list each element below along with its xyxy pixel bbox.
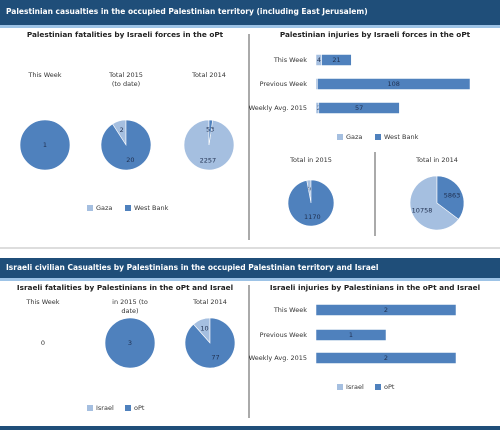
- legend-swatch: [87, 205, 93, 211]
- data-label: 4: [317, 56, 321, 64]
- data-label: 57: [355, 104, 363, 112]
- legend-swatch: [87, 405, 93, 411]
- pie-slice: [436, 175, 465, 220]
- panel-title: Israeli fatalities by Palestinians in th…: [17, 283, 233, 292]
- pie-title: Total 2015: [108, 71, 143, 79]
- banner-title: Palestinian casualties in the occupied P…: [6, 7, 368, 16]
- category-label: Weekly Avg. 2015: [249, 104, 307, 112]
- legend-label: oPt: [384, 383, 395, 391]
- legend-label: Israel: [346, 383, 364, 391]
- pie-title: date): [121, 307, 138, 315]
- legend-label: West Bank: [134, 204, 169, 212]
- bar-segment: [315, 352, 457, 364]
- legend-swatch: [125, 205, 131, 211]
- legend-label: West Bank: [384, 133, 419, 141]
- data-label: 2: [384, 354, 388, 362]
- data-label: 2: [384, 306, 388, 314]
- category-label: Previous Week: [260, 331, 308, 339]
- legend-label: oPt: [134, 404, 145, 412]
- bar-segment: [317, 78, 471, 90]
- legend-label: Gaza: [346, 133, 362, 141]
- panel-title: Palestinian injuries by Israeli forces i…: [280, 30, 471, 39]
- banner: [0, 258, 500, 278]
- pie-slice: [104, 317, 156, 369]
- data-label: 53: [206, 126, 214, 134]
- legend-swatch: [375, 134, 381, 140]
- legend-swatch: [337, 384, 343, 390]
- category-label: This Week: [273, 306, 307, 314]
- data-label: 1: [349, 331, 353, 339]
- pie-slice: [100, 119, 152, 171]
- bar-segment: [321, 54, 352, 66]
- data-label: 10758: [412, 206, 433, 214]
- banner-title: Israeli civilian Casualties by Palestini…: [6, 263, 378, 272]
- legend-label: Gaza: [96, 204, 112, 212]
- pie-title: (to date): [112, 80, 140, 88]
- bar-segment: [315, 329, 387, 341]
- legend-swatch: [337, 134, 343, 140]
- data-label: 36: [306, 185, 314, 193]
- footer-bar: [0, 426, 500, 430]
- data-label: 5863: [444, 192, 461, 200]
- legend-label: Israel: [96, 404, 114, 412]
- pie-slice: [208, 119, 213, 146]
- pie-title: Total in 2015: [289, 156, 332, 164]
- panel-title: Israeli injuries by Palestinians in the …: [270, 283, 480, 292]
- pie-slice: [19, 119, 71, 171]
- pie-slice: [287, 179, 335, 227]
- data-label: 2: [120, 126, 124, 134]
- category-label: This Week: [273, 56, 307, 64]
- bar-segment: [318, 102, 400, 114]
- data-label: 2257: [200, 156, 217, 164]
- stat-value: 0: [41, 339, 45, 347]
- pie-title: in 2015 (to: [112, 298, 148, 306]
- data-label: 1170: [304, 213, 321, 221]
- pie-title: This Week: [25, 298, 59, 306]
- data-label: 3: [128, 339, 132, 347]
- bar-segment: [315, 304, 457, 316]
- pie-title: Total 2014: [191, 71, 226, 79]
- data-label: 20: [126, 156, 134, 164]
- data-label: 21: [332, 56, 340, 64]
- data-label: 1: [43, 141, 47, 149]
- banner: [0, 0, 500, 25]
- category-label: Weekly Avg. 2015: [249, 354, 307, 362]
- pie-title: Total 2014: [192, 298, 227, 306]
- legend-swatch: [375, 384, 381, 390]
- panel-title: Palestinian fatalities by Israeli forces…: [27, 30, 224, 39]
- legend-swatch: [125, 405, 131, 411]
- pie-title: This Week: [27, 71, 61, 79]
- data-label: 108: [387, 80, 399, 88]
- data-label: 10: [200, 324, 208, 332]
- pie-title: Total in 2014: [415, 156, 458, 164]
- banner-stripe: [0, 278, 500, 281]
- category-label: Previous Week: [260, 80, 308, 88]
- banner-stripe: [0, 25, 500, 28]
- pie-slice: [184, 317, 236, 369]
- pie-slice: [409, 175, 459, 231]
- data-label: 77: [211, 354, 219, 362]
